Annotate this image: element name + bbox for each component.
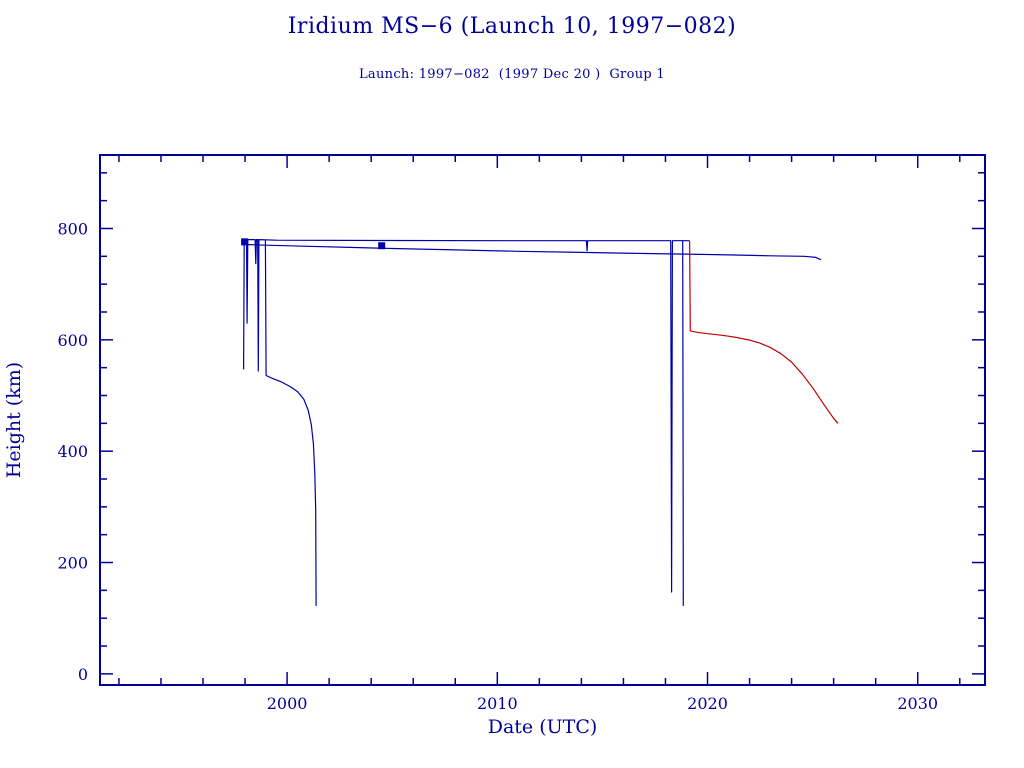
y-tick-label: 800 bbox=[57, 219, 88, 238]
series-object-4-deorbit-2018 bbox=[682, 240, 684, 606]
x-tick-label: 2000 bbox=[267, 694, 308, 713]
chart-title: Iridium MS−6 (Launch 10, 1997−082) bbox=[287, 14, 737, 39]
square-marker-2004 bbox=[378, 242, 386, 250]
series-object-3-slow-decay-to-2025 bbox=[248, 244, 822, 261]
x-tick-label: 2020 bbox=[687, 694, 728, 713]
chart-subtitle: Launch: 1997−082 (1997 Dec 20 ) Group 1 bbox=[359, 67, 665, 82]
square-marker-1998 bbox=[241, 238, 249, 246]
y-axis-label: Height (km) bbox=[3, 361, 25, 479]
y-tick-label: 600 bbox=[57, 331, 88, 350]
y-tick-label: 0 bbox=[78, 665, 88, 684]
series-object-2-decay-to-reentry-2001 bbox=[264, 240, 317, 606]
x-tick-label: 2030 bbox=[897, 694, 938, 713]
y-tick-label: 400 bbox=[57, 442, 88, 461]
plot-frame bbox=[99, 154, 986, 686]
x-axis-label: Date (UTC) bbox=[487, 716, 598, 738]
x-tick-label: 2010 bbox=[477, 694, 518, 713]
series-object-1-operational-780km bbox=[242, 239, 690, 593]
y-tick-label: 200 bbox=[57, 554, 88, 573]
series-predicted-decay-red bbox=[688, 240, 839, 424]
